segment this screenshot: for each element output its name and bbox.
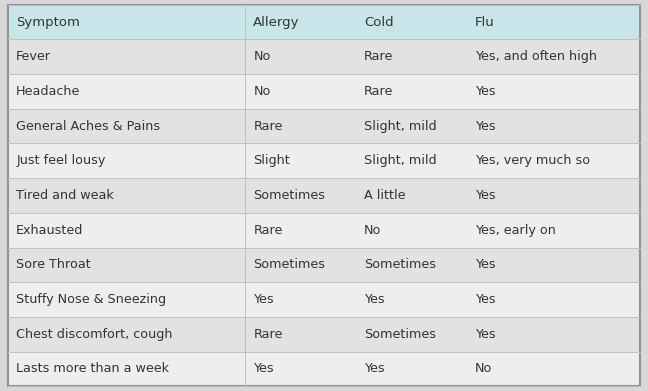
Text: Symptom: Symptom: [16, 16, 80, 29]
Text: Sometimes: Sometimes: [364, 258, 436, 271]
Bar: [245, 282, 356, 317]
Bar: [356, 248, 467, 282]
Bar: [245, 39, 356, 74]
Bar: [467, 39, 640, 74]
Bar: [245, 317, 356, 352]
Bar: [356, 352, 467, 386]
Bar: [467, 213, 640, 248]
Text: No: No: [475, 362, 492, 375]
Bar: [8, 213, 245, 248]
Text: Tired and weak: Tired and weak: [16, 189, 114, 202]
Bar: [8, 39, 245, 74]
Bar: [8, 352, 245, 386]
Bar: [8, 317, 245, 352]
Bar: [467, 317, 640, 352]
Text: Yes: Yes: [475, 293, 495, 306]
Bar: [8, 109, 245, 143]
Bar: [467, 74, 640, 109]
Text: Yes: Yes: [475, 120, 495, 133]
Bar: [245, 248, 356, 282]
Text: Flu: Flu: [475, 16, 494, 29]
Text: Rare: Rare: [364, 50, 393, 63]
Bar: [467, 178, 640, 213]
Bar: [8, 74, 245, 109]
Text: Slight, mild: Slight, mild: [364, 120, 437, 133]
Bar: [245, 352, 356, 386]
Bar: [356, 39, 467, 74]
Text: No: No: [253, 50, 271, 63]
Bar: [8, 178, 245, 213]
Bar: [356, 74, 467, 109]
Bar: [356, 143, 467, 178]
Bar: [467, 143, 640, 178]
Text: Yes: Yes: [364, 293, 385, 306]
Bar: [356, 317, 467, 352]
Text: Rare: Rare: [364, 85, 393, 98]
Text: Yes, very much so: Yes, very much so: [475, 154, 590, 167]
Text: No: No: [364, 224, 382, 237]
Text: Yes, and often high: Yes, and often high: [475, 50, 597, 63]
Bar: [356, 282, 467, 317]
Bar: [356, 213, 467, 248]
Bar: [8, 5, 245, 39]
Bar: [467, 109, 640, 143]
Bar: [467, 5, 640, 39]
Bar: [467, 282, 640, 317]
Text: Yes: Yes: [475, 85, 495, 98]
Text: Headache: Headache: [16, 85, 80, 98]
Text: Rare: Rare: [253, 120, 283, 133]
Bar: [356, 178, 467, 213]
Text: Sometimes: Sometimes: [364, 328, 436, 341]
Bar: [8, 143, 245, 178]
Bar: [245, 5, 356, 39]
Text: Lasts more than a week: Lasts more than a week: [16, 362, 169, 375]
Text: Yes: Yes: [364, 362, 385, 375]
Text: A little: A little: [364, 189, 406, 202]
Text: Yes: Yes: [253, 362, 274, 375]
Text: Allergy: Allergy: [253, 16, 300, 29]
Bar: [245, 74, 356, 109]
Text: Sore Throat: Sore Throat: [16, 258, 91, 271]
Text: Sometimes: Sometimes: [253, 258, 325, 271]
Bar: [245, 143, 356, 178]
Bar: [467, 352, 640, 386]
Text: Yes: Yes: [475, 189, 495, 202]
Text: Yes: Yes: [475, 258, 495, 271]
Bar: [245, 109, 356, 143]
Text: Yes: Yes: [253, 293, 274, 306]
Bar: [8, 248, 245, 282]
Text: Sometimes: Sometimes: [253, 189, 325, 202]
Bar: [8, 282, 245, 317]
Bar: [356, 5, 467, 39]
Text: General Aches & Pains: General Aches & Pains: [16, 120, 160, 133]
Text: Rare: Rare: [253, 328, 283, 341]
Text: Just feel lousy: Just feel lousy: [16, 154, 106, 167]
Text: Stuffy Nose & Sneezing: Stuffy Nose & Sneezing: [16, 293, 167, 306]
Bar: [245, 178, 356, 213]
Bar: [245, 213, 356, 248]
Text: Rare: Rare: [253, 224, 283, 237]
Text: Fever: Fever: [16, 50, 51, 63]
Text: Exhausted: Exhausted: [16, 224, 84, 237]
Text: No: No: [253, 85, 271, 98]
Text: Slight, mild: Slight, mild: [364, 154, 437, 167]
Text: Yes: Yes: [475, 328, 495, 341]
Text: Slight: Slight: [253, 154, 290, 167]
Bar: [467, 248, 640, 282]
Bar: [356, 109, 467, 143]
Text: Chest discomfort, cough: Chest discomfort, cough: [16, 328, 173, 341]
Text: Yes, early on: Yes, early on: [475, 224, 555, 237]
Text: Cold: Cold: [364, 16, 394, 29]
